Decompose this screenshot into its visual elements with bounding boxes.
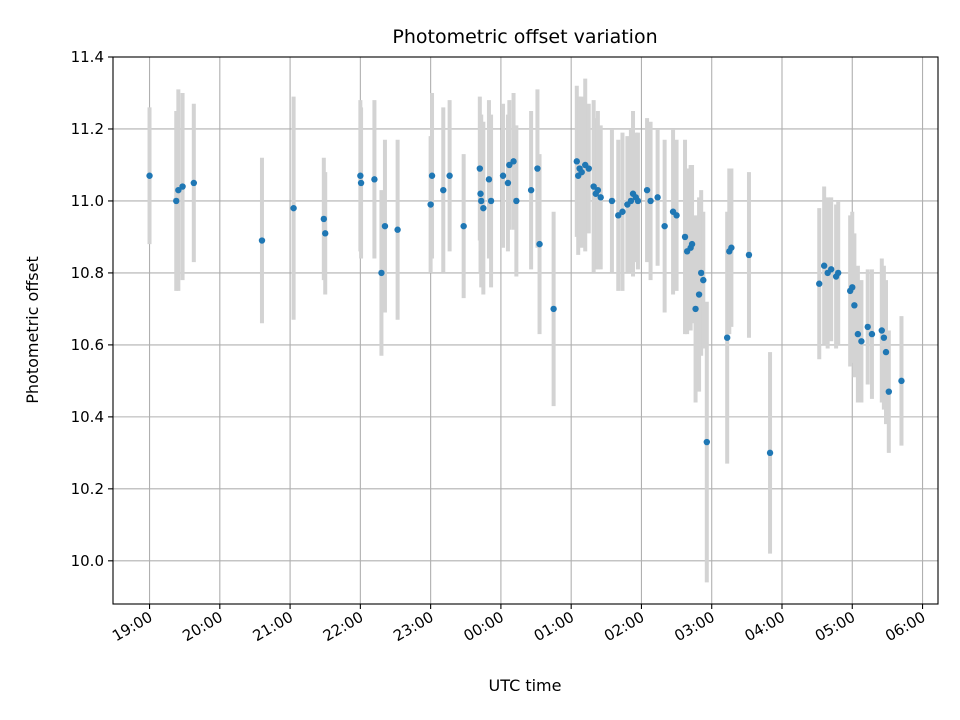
data-point xyxy=(527,186,535,194)
data-point xyxy=(703,438,711,446)
data-point xyxy=(608,197,616,205)
data-point xyxy=(868,330,876,338)
y-axis: 10.0 10.2 10.4 10.6 10.8 11.0 11.2 11.4 xyxy=(71,48,113,570)
data-point xyxy=(534,165,541,172)
data-point xyxy=(394,226,401,233)
data-point xyxy=(661,222,668,230)
data-point xyxy=(673,212,680,219)
data-point xyxy=(371,176,378,183)
data-point xyxy=(597,194,604,201)
data-point xyxy=(499,172,507,179)
data-point xyxy=(322,230,329,237)
y-axis-title: Photometric offset xyxy=(23,256,42,404)
data-point xyxy=(427,201,434,208)
data-point xyxy=(700,276,707,284)
data-point xyxy=(728,244,735,251)
data-point xyxy=(643,186,651,194)
data-point xyxy=(440,186,447,194)
data-point xyxy=(536,240,543,248)
data-point xyxy=(175,186,182,194)
data-point xyxy=(478,197,485,205)
data-point xyxy=(766,449,774,457)
data-point xyxy=(513,197,520,205)
data-point xyxy=(173,197,180,205)
data-point xyxy=(619,208,626,215)
data-point xyxy=(476,165,484,172)
data-point xyxy=(357,172,364,179)
data-point xyxy=(835,269,842,277)
data-point xyxy=(681,233,689,241)
data-point xyxy=(357,179,365,187)
data-point xyxy=(692,305,699,313)
data-point xyxy=(477,190,484,197)
data-point xyxy=(258,237,266,244)
data-points xyxy=(146,158,905,457)
data-point xyxy=(594,186,602,194)
data-point xyxy=(460,222,467,230)
data-point xyxy=(480,204,487,212)
data-point xyxy=(590,183,597,190)
data-point xyxy=(898,377,905,385)
x-axis-title: UTC time xyxy=(489,676,562,695)
data-point xyxy=(446,172,453,179)
data-point xyxy=(190,179,198,187)
y-tick-label: 10.8 xyxy=(71,264,104,282)
data-point xyxy=(146,172,153,179)
data-point xyxy=(647,197,654,205)
data-point xyxy=(627,197,635,205)
data-point xyxy=(179,183,186,190)
data-point xyxy=(858,338,865,345)
data-point xyxy=(506,161,513,169)
data-point xyxy=(816,280,823,287)
data-point xyxy=(885,388,893,395)
data-point xyxy=(880,334,888,341)
y-tick-label: 11.4 xyxy=(71,48,104,66)
data-point xyxy=(634,197,642,205)
data-point xyxy=(573,158,580,165)
data-point xyxy=(695,291,703,298)
data-point xyxy=(851,302,858,309)
data-point xyxy=(745,251,753,259)
data-point xyxy=(428,172,436,179)
data-point xyxy=(615,212,622,219)
data-point xyxy=(820,262,828,269)
data-point xyxy=(510,158,517,165)
data-point xyxy=(854,330,862,338)
data-point xyxy=(723,334,731,341)
y-tick-label: 10.4 xyxy=(71,408,104,426)
data-point xyxy=(290,204,297,212)
y-tick-label: 10.2 xyxy=(71,480,104,498)
data-point xyxy=(654,194,661,201)
data-point xyxy=(550,305,557,313)
data-point xyxy=(578,168,585,176)
data-point xyxy=(378,269,385,277)
chart-title: Photometric offset variation xyxy=(392,26,657,48)
data-point xyxy=(688,240,696,248)
data-point xyxy=(504,179,512,187)
y-tick-label: 11.0 xyxy=(71,192,104,210)
data-point xyxy=(697,269,705,277)
data-point xyxy=(882,348,890,356)
data-point xyxy=(864,323,871,331)
data-point xyxy=(585,165,592,172)
y-tick-label: 10.6 xyxy=(71,336,104,354)
y-tick-label: 11.2 xyxy=(71,120,104,138)
data-point xyxy=(485,176,493,183)
data-point xyxy=(487,197,495,205)
plot-frame xyxy=(112,56,939,605)
data-point xyxy=(878,327,885,334)
data-point xyxy=(320,215,328,223)
data-point xyxy=(827,266,835,273)
data-point xyxy=(849,284,856,291)
data-point xyxy=(381,222,389,230)
y-tick-label: 10.0 xyxy=(71,552,104,570)
